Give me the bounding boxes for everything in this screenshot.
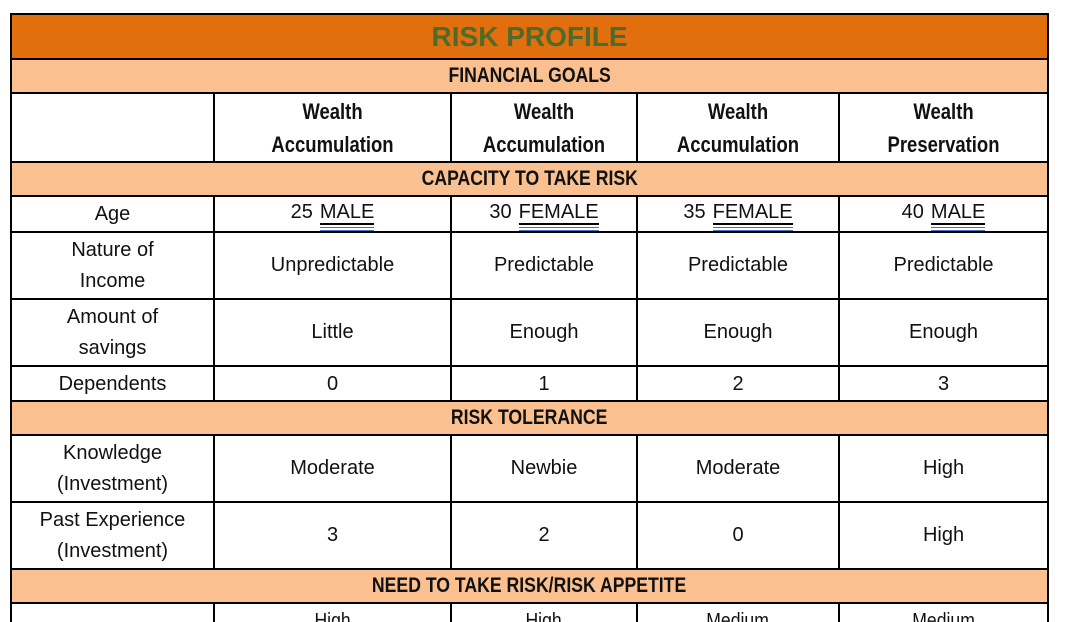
age-number: 25 (290, 201, 313, 223)
goal-col4-line1: Wealth (913, 98, 974, 124)
age-gender: FEMALE (712, 201, 793, 225)
appetite-value: High (525, 610, 563, 622)
gender-underline: FEMALE (712, 201, 793, 230)
appetite-cell-col1: High (213, 602, 452, 622)
savings-cell-col4: Enough (837, 298, 1050, 367)
goal-header-row: Wealth Accumulation Wealth Accumulation … (10, 92, 1050, 163)
knowledge-cell-col4: High (837, 434, 1050, 503)
appetite-cell-col2: High (450, 602, 638, 622)
capacity-band: CAPACITY TO TAKE RISK (9, 161, 1050, 197)
experience-label-line1: Past Experience (39, 508, 186, 531)
knowledge-label-line1: Knowledge (63, 441, 162, 464)
savings-row: Amount of savings Little Enough Enough E… (10, 298, 1050, 367)
appetite-value: High (314, 610, 351, 622)
goal-col1-line2: Accumulation (271, 131, 394, 157)
knowledge-cell-col1: Moderate (213, 434, 452, 503)
knowledge-label-line2: (Investment) (56, 472, 169, 495)
age-cell-col1: 25 MALE (213, 195, 452, 233)
capacity-label: CAPACITY TO TAKE RISK (421, 167, 638, 190)
age-number: 35 (683, 201, 706, 223)
savings-cell-col3: Enough (636, 298, 840, 367)
page-title: RISK PROFILE (9, 13, 1050, 60)
goal-header-col3: Wealth Accumulation (636, 92, 840, 163)
experience-cell-col3: 0 (636, 501, 840, 570)
experience-cell-col1: 3 (213, 501, 452, 570)
risk-tolerance-band: RISK TOLERANCE (9, 400, 1050, 436)
savings-row-label: Amount of savings (10, 298, 215, 367)
income-cell-col1: Unpredictable (213, 231, 452, 300)
goal-header-empty-cell (10, 92, 215, 163)
capacity-band-row: CAPACITY TO TAKE RISK (9, 161, 1050, 197)
gender-underline: FEMALE (518, 201, 599, 230)
risk-tolerance-label: RISK TOLERANCE (451, 406, 608, 429)
goal-header-col4: Wealth Preservation (837, 92, 1050, 163)
knowledge-row: Knowledge (Investment) Moderate Newbie M… (10, 434, 1050, 503)
goal-col3-line1: Wealth (707, 98, 769, 124)
dependents-cell-col2: 1 (450, 365, 638, 402)
savings-label-line2: savings (78, 336, 147, 359)
appetite-cell-col4: Medium (837, 602, 1050, 622)
need-band-row: NEED TO TAKE RISK/RISK APPETITE (9, 568, 1050, 604)
age-cell-col2: 30 FEMALE (450, 195, 638, 233)
income-row-label: Nature of Income (10, 231, 215, 300)
age-cell-col3: 35 FEMALE (636, 195, 840, 233)
age-row-label: Age (10, 195, 215, 233)
income-row: Nature of Income Unpredictable Predictab… (10, 231, 1050, 300)
experience-cell-col2: 2 (450, 501, 638, 570)
need-band: NEED TO TAKE RISK/RISK APPETITE (9, 568, 1050, 604)
age-number: 40 (901, 201, 924, 223)
income-label-line1: Nature of (71, 238, 154, 261)
experience-row: Past Experience (Investment) 3 2 0 High (10, 501, 1050, 570)
age-gender: FEMALE (518, 201, 599, 225)
need-label: NEED TO TAKE RISK/RISK APPETITE (372, 574, 687, 597)
goal-col2-line1: Wealth (513, 98, 575, 124)
gender-underline: MALE (930, 201, 986, 230)
age-row: Age 25 MALE 30 FEMALE 35 FEMALE 40 MALE (10, 195, 1050, 233)
financial-goals-label: FINANCIAL GOALS (448, 64, 611, 87)
savings-cell-col2: Enough (450, 298, 638, 367)
appetite-value: Medium (912, 610, 975, 622)
dependents-cell-col1: 0 (213, 365, 452, 402)
goal-col3-line2: Accumulation (676, 131, 800, 157)
goal-col4-line2: Preservation (887, 131, 1000, 157)
dependents-cell-col4: 3 (837, 365, 1050, 402)
appetite-cell-col3: Medium (636, 602, 840, 622)
knowledge-cell-col3: Moderate (636, 434, 840, 503)
income-cell-col4: Predictable (837, 231, 1050, 300)
financial-goals-band: FINANCIAL GOALS (9, 58, 1050, 94)
income-label-line2: Income (79, 269, 146, 292)
savings-label-line1: Amount of (66, 305, 159, 328)
appetite-row-empty-cell (10, 602, 215, 622)
age-number: 30 (489, 201, 512, 223)
age-cell-col4: 40 MALE (837, 195, 1050, 233)
savings-cell-col1: Little (213, 298, 452, 367)
risk-profile-table: RISK PROFILE FINANCIAL GOALS Wealth Accu… (9, 13, 1050, 622)
goal-col2-line2: Accumulation (482, 131, 606, 157)
age-gender: MALE (930, 201, 986, 225)
risk-tolerance-band-row: RISK TOLERANCE (9, 400, 1050, 436)
gender-underline: MALE (319, 201, 375, 230)
experience-cell-col4: High (837, 501, 1050, 570)
knowledge-cell-col2: Newbie (450, 434, 638, 503)
dependents-row-label: Dependents (10, 365, 215, 402)
title-row: RISK PROFILE (9, 13, 1050, 60)
age-gender: MALE (319, 201, 375, 225)
dependents-cell-col3: 2 (636, 365, 840, 402)
appetite-row: High High Medium Medium (10, 602, 1050, 622)
income-cell-col3: Predictable (636, 231, 840, 300)
goal-header-col1: Wealth Accumulation (213, 92, 452, 163)
knowledge-row-label: Knowledge (Investment) (10, 434, 215, 503)
income-cell-col2: Predictable (450, 231, 638, 300)
appetite-value: Medium (706, 610, 770, 622)
goal-header-col2: Wealth Accumulation (450, 92, 638, 163)
financial-goals-band-row: FINANCIAL GOALS (9, 58, 1050, 94)
experience-row-label: Past Experience (Investment) (10, 501, 215, 570)
experience-label-line2: (Investment) (56, 539, 169, 562)
goal-col1-line1: Wealth (302, 98, 363, 124)
dependents-row: Dependents 0 1 2 3 (10, 365, 1050, 402)
